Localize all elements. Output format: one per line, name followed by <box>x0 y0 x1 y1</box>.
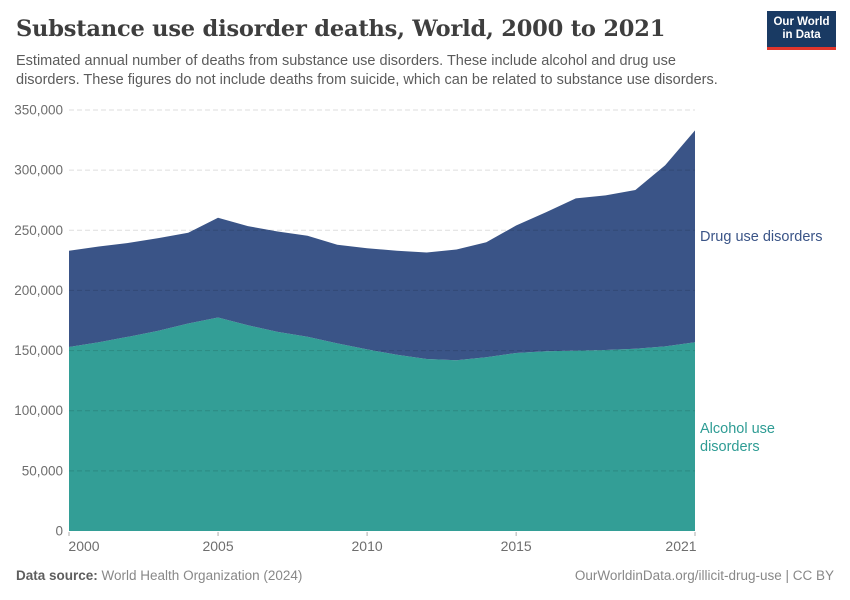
series-label-drug-use-disorders: Drug use disorders <box>700 229 823 245</box>
owid-logo[interactable]: Our World in Data <box>767 11 836 50</box>
y-axis-tick-label: 0 <box>55 524 63 539</box>
series-label-alcohol-use-disorders: Alcohol use disorders <box>700 421 775 455</box>
x-axis-tick-label: 2000 <box>68 538 99 554</box>
y-axis-tick-label: 200,000 <box>14 283 63 298</box>
y-axis-tick-label: 50,000 <box>22 463 63 478</box>
owid-logo-line2: in Data <box>782 29 821 41</box>
owid-url-license-link[interactable]: OurWorldinData.org/illicit-drug-use | CC… <box>574 568 834 583</box>
data-source-value: World Health Organization (2024) <box>97 568 303 583</box>
data-source: Data source: World Health Organization (… <box>16 568 302 583</box>
chart-subtitle: Estimated annual number of deaths from s… <box>16 53 718 88</box>
data-source-label: Data source: <box>16 568 98 583</box>
page-title: Substance use disorder deaths, World, 20… <box>16 16 666 42</box>
y-axis-tick-label: 250,000 <box>14 223 63 238</box>
x-axis-tick-label: 2005 <box>202 538 233 554</box>
y-axis-tick-label: 300,000 <box>14 163 63 178</box>
x-axis-tick-label: 2015 <box>501 538 532 554</box>
x-axis-tick-label: 2021 <box>665 538 696 554</box>
owid-logo-line1: Our World <box>773 15 830 28</box>
area-drug[interactable] <box>69 130 695 361</box>
y-axis-tick-label: 100,000 <box>14 403 63 418</box>
y-axis-tick-label: 150,000 <box>14 343 63 358</box>
area-alcohol[interactable] <box>69 317 695 532</box>
x-axis-tick-label: 2010 <box>352 538 383 554</box>
y-axis-tick-label: 350,000 <box>14 103 63 118</box>
chart-footer: Data source: World Health Organization (… <box>16 568 834 583</box>
